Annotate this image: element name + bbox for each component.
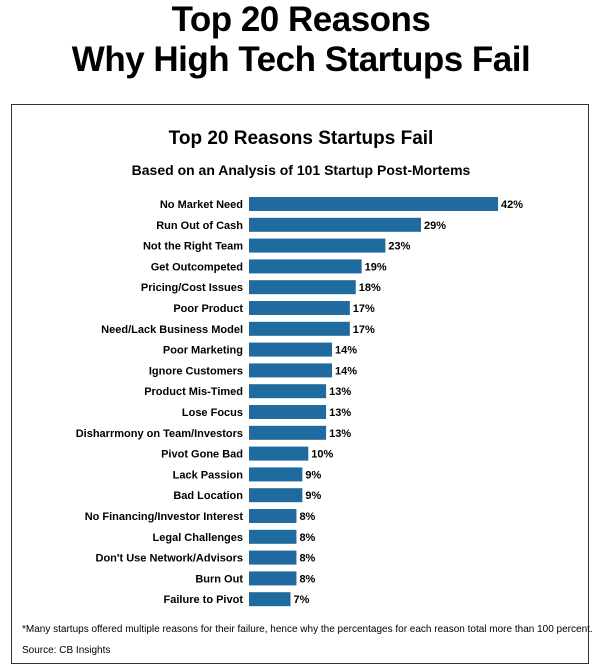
category-label: Pricing/Cost Issues [141,282,243,294]
value-label: 42% [501,199,523,211]
bar [249,384,327,399]
chart-subtitle: Based on an Analysis of 101 Startup Post… [131,162,471,178]
bar [249,217,421,232]
page-title-line-1: Top 20 Reasons [171,0,431,39]
bar [249,405,327,419]
bar [249,467,303,482]
category-label: Disharrmony on Team/Investors [76,428,243,440]
value-label: 8% [299,532,315,544]
category-label: Failure to Pivot [164,594,244,606]
category-label: Bad Location [173,490,243,502]
category-label: Pivot Gone Bad [161,449,243,461]
bar [249,197,499,211]
page-title-line-2: Why High Tech Startups Fail [71,40,531,79]
bar [249,571,297,586]
bar [249,363,333,378]
bar [249,550,297,565]
category-label: No Market Need [160,199,243,211]
bar [249,446,309,461]
value-label: 18% [359,282,381,294]
chart-title: Top 20 Reasons Startups Fail [168,128,434,149]
bar [249,342,333,357]
category-label: Burn Out [195,573,243,585]
value-label: 9% [305,490,321,502]
bar [249,259,362,274]
value-label: 29% [424,220,446,232]
category-label: Legal Challenges [153,532,243,544]
category-label: Get Outcompeted [151,261,243,273]
value-label: 23% [388,241,410,253]
category-label: Run Out of Cash [156,220,243,232]
bar [249,529,297,544]
footnote: *Many startups offered multiple reasons … [22,624,593,635]
value-label: 8% [299,553,315,565]
value-label: 13% [329,428,351,440]
bar [249,301,350,315]
category-label: Poor Marketing [163,345,243,357]
bar [249,488,303,503]
category-label: Need/Lack Business Model [101,324,243,336]
value-label: 14% [335,345,357,357]
value-label: 13% [329,386,351,398]
category-label: Not the Right Team [143,241,243,253]
bar [249,238,386,253]
category-label: Lose Focus [182,407,243,419]
bar [249,425,327,440]
source-note: Source: CB Insights [22,645,111,656]
value-label: 19% [365,261,387,273]
value-label: 7% [294,594,310,606]
value-label: 10% [311,449,333,461]
value-label: 8% [299,573,315,585]
value-label: 14% [335,365,357,377]
bar [249,280,356,295]
category-label: Product Mis-Timed [144,386,243,398]
category-label: Ignore Customers [149,365,243,377]
category-label: No Financing/Investor Interest [85,511,244,523]
category-label: Poor Product [173,303,243,315]
category-label: Lack Passion [173,469,244,481]
chart-frame [11,104,589,664]
category-label: Don't Use Network/Advisors [96,553,243,565]
value-label: 17% [353,324,375,336]
bar [249,321,350,336]
value-label: 17% [353,303,375,315]
value-label: 8% [299,511,315,523]
value-label: 13% [329,407,351,419]
bar [249,509,297,523]
bar [249,592,291,607]
value-label: 9% [305,469,321,481]
